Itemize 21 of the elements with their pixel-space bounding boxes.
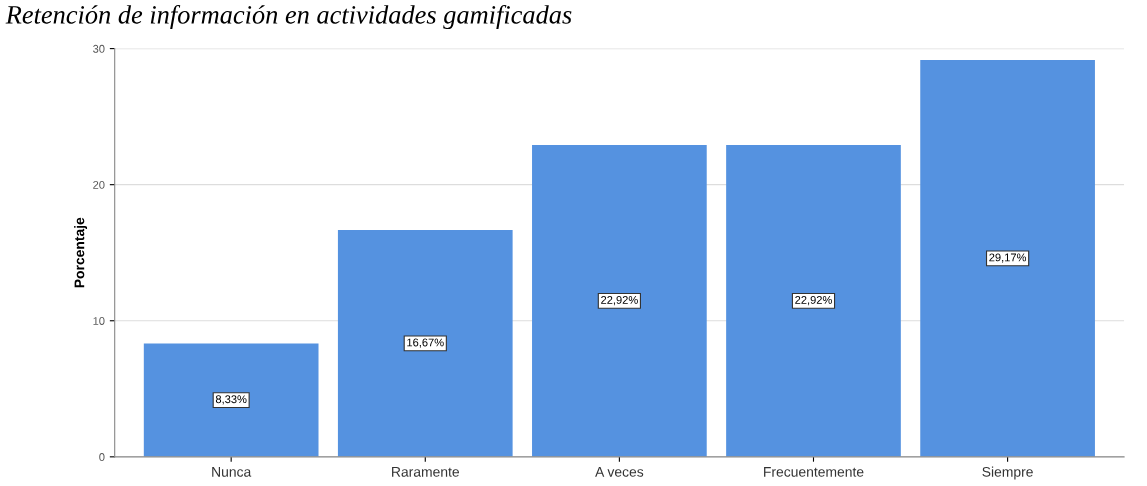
bar: [337, 229, 513, 457]
data-label: 22,92%: [795, 296, 832, 306]
x-tick-label: Raramente: [392, 467, 460, 477]
bar: [726, 144, 901, 457]
data-label: 8,33%: [215, 395, 247, 405]
y-tick-label: 20: [93, 180, 105, 189]
y-axis-title: Porcentaje: [74, 217, 88, 288]
bar: [532, 144, 707, 457]
chart-title: Retención de información en actividades gamificadas: [5, 4, 572, 30]
y-tick-label: 30: [93, 44, 105, 53]
bar: [920, 59, 1095, 457]
data-label: 16,67%: [407, 338, 444, 348]
bar: [143, 343, 319, 457]
x-tick-label: Nunca: [212, 467, 252, 477]
x-tick-label: Frecuentemente: [764, 467, 864, 477]
x-tick-label: A veces: [595, 467, 644, 477]
data-label: 29,17%: [989, 253, 1027, 263]
y-tick-label: 0: [99, 453, 105, 461]
x-tick-label: Siempre: [982, 466, 1033, 480]
data-label: 22,92%: [601, 296, 638, 306]
y-tick-label: 10: [93, 317, 105, 325]
